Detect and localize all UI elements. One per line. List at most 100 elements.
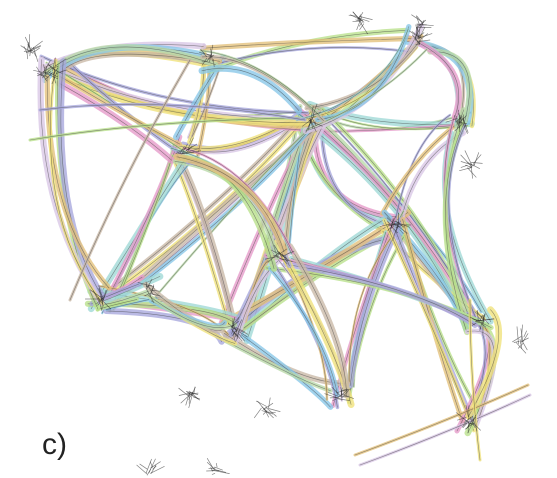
node-tuft [200, 48, 207, 57]
edge-bundle [358, 393, 532, 467]
edge-outline [445, 124, 468, 333]
node-tuft [273, 254, 277, 257]
node-tuft [519, 339, 523, 349]
node-tuft [211, 473, 216, 475]
node-tuft [342, 390, 349, 398]
node-tuft [236, 319, 242, 332]
bundled-edges [28, 23, 532, 467]
edge-outline [183, 148, 294, 254]
edge-outline [468, 309, 500, 417]
edge-outline [176, 156, 285, 252]
node-tuft [472, 414, 476, 423]
node-tuft [51, 72, 58, 85]
node-tuft [146, 469, 151, 476]
node-tuft [379, 223, 393, 227]
node-tuft [473, 154, 482, 164]
node-tuft [312, 112, 321, 116]
node-tuft [42, 74, 49, 78]
node-tuft [455, 412, 471, 424]
node-tuft [386, 217, 397, 227]
node-tuft [178, 391, 194, 396]
node-tuft [277, 256, 284, 261]
edge-outline [393, 114, 451, 227]
node-tuft [150, 464, 157, 474]
node-tuft [236, 330, 238, 339]
node-tuft [517, 342, 524, 349]
node-tuft [233, 332, 238, 337]
edge-outline [59, 83, 172, 161]
node-tuft [24, 36, 31, 48]
node-tuft [458, 109, 461, 123]
node-tuft [516, 326, 519, 345]
node-tuft [515, 342, 527, 354]
node-tuft [41, 71, 52, 79]
node-tuft [180, 146, 185, 154]
node-tuft [416, 23, 434, 27]
node-tuft [215, 463, 218, 468]
node-tuft [476, 318, 494, 322]
node-tuft [357, 17, 370, 22]
node-tuft [483, 317, 490, 325]
node-tuft [206, 470, 220, 472]
edge-outline [50, 60, 103, 305]
node-tuft [460, 164, 468, 168]
edge-outline [359, 394, 531, 466]
node-tuft [417, 33, 433, 39]
node-tuft [415, 43, 421, 46]
node-tuft [145, 458, 152, 474]
node-tuft [331, 386, 342, 398]
edge-outline [40, 55, 308, 114]
edge-outline [225, 340, 331, 391]
edge-outline [200, 50, 320, 116]
edge-outline [106, 136, 180, 301]
node-tuft [238, 333, 245, 342]
node-tuft [234, 333, 243, 342]
node-tuft [359, 16, 373, 20]
node-tuft [276, 250, 289, 261]
node-tuft [139, 463, 148, 470]
node-tuft [29, 40, 43, 52]
node-tuft [476, 310, 484, 321]
node-tuft [53, 69, 63, 74]
node-tuft [268, 408, 281, 412]
edge-outline [306, 49, 428, 130]
node-tuft [340, 387, 343, 398]
node-tuft [23, 46, 28, 53]
node-tuft [148, 286, 154, 295]
edge-bundle [353, 383, 530, 457]
node-tuft [308, 119, 312, 124]
node-tuft [418, 25, 421, 37]
node-tuft [29, 46, 32, 57]
node-tuft [282, 250, 295, 257]
node-tuft [230, 316, 240, 328]
node-tuft [187, 150, 202, 154]
node-tuft [513, 341, 520, 343]
node-tuft [144, 292, 151, 297]
node-tuft [337, 389, 349, 399]
node-tuft [523, 330, 527, 338]
node-tuft [28, 34, 31, 54]
edge-bundle [223, 338, 333, 393]
node-tuft [54, 58, 67, 67]
node-tuft [465, 405, 469, 418]
node-tuft [150, 466, 165, 474]
node-tuft [45, 73, 53, 80]
node-tuft [263, 402, 274, 410]
node-tuft [48, 72, 58, 78]
node-tuft [421, 19, 425, 28]
node-tuft [46, 70, 50, 74]
edge-outline [469, 299, 481, 461]
node-tuft [415, 15, 420, 25]
node-tuft [471, 421, 481, 431]
node-tuft [467, 167, 477, 178]
node-tuft [395, 220, 405, 228]
node-tuft [409, 30, 420, 38]
edge-outline [147, 294, 236, 328]
node-tuft [101, 299, 111, 310]
node-tuft [206, 53, 213, 57]
edge-outline [69, 59, 191, 301]
node-tuft [175, 147, 187, 154]
node-tuft [96, 296, 105, 305]
node-tuft [145, 284, 153, 287]
node-tuft [461, 418, 470, 428]
